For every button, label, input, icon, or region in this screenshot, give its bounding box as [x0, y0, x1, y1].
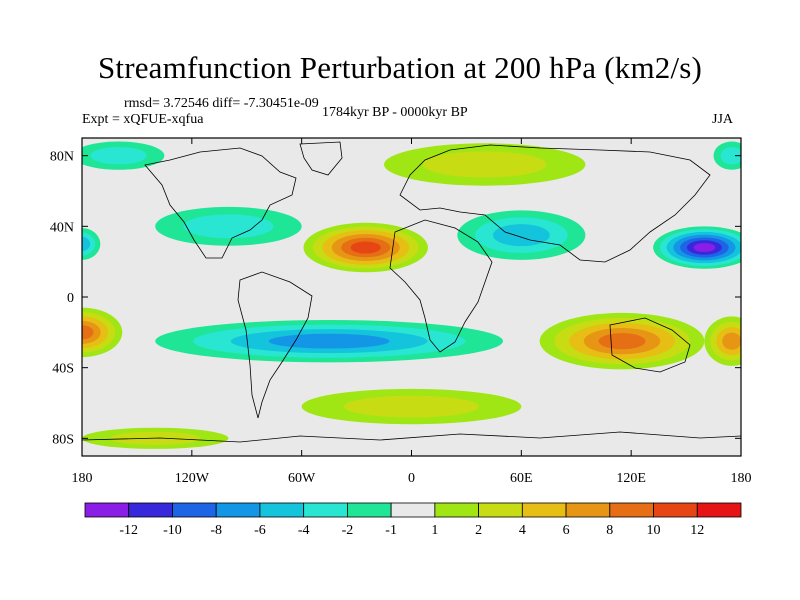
y-axis: 80N 40N 0 40S 80S: [50, 150, 741, 447]
field-feature-0: [303, 222, 428, 273]
colorbar-label: -1: [385, 523, 397, 538]
colorbar-label: -10: [163, 523, 182, 538]
field-band: [693, 243, 716, 252]
field-feature-6: [457, 210, 586, 260]
field-band: [350, 241, 381, 254]
y-tick-label: 80N: [50, 150, 74, 165]
colorbar-box: [215, 502, 261, 518]
y-tick-label: 80S: [52, 432, 74, 447]
colorbar-box: [303, 502, 348, 518]
colorbar-label: 6: [563, 523, 570, 538]
colorbar-label: -12: [119, 523, 138, 538]
y-tick-label: 0: [67, 291, 74, 306]
colorbar-label: -8: [210, 523, 222, 538]
field-feature-2: [539, 312, 705, 370]
field-band: [183, 214, 274, 239]
field-feature-3: [82, 307, 123, 358]
y-tick-label: 40N: [50, 220, 74, 235]
coast-antarctica: [82, 431, 741, 443]
colorbar-box: [128, 502, 173, 518]
field-band: [720, 146, 741, 165]
field-band: [268, 333, 390, 349]
colorbar-label: 10: [647, 523, 661, 538]
x-tick-label: 60E: [510, 471, 533, 486]
field-feature-11: [301, 388, 522, 425]
field-feature-7: [384, 143, 586, 186]
colorbar-label: 4: [519, 523, 526, 538]
x-tick-label: 180: [731, 471, 752, 486]
field-feature-4: [704, 316, 741, 366]
x-tick-label: 120E: [616, 471, 646, 486]
x-tick-label: 120W: [175, 471, 210, 486]
field-feature-1: [653, 226, 741, 269]
colorbar-box: [696, 502, 742, 518]
colorbar-box: [653, 502, 698, 518]
coastline-layer: [82, 141, 741, 443]
field-band: [492, 224, 550, 247]
x-tick-label: 60W: [288, 471, 316, 486]
coast-greenland: [299, 141, 343, 176]
colorbar-box: [390, 502, 436, 518]
colorbar-box: [478, 502, 523, 518]
colorbar-box: [172, 502, 217, 518]
field-feature-10: [82, 141, 165, 170]
coast-africa: [389, 219, 493, 353]
colorbar-box: [609, 502, 654, 518]
x-tick-label: 0: [408, 471, 415, 486]
field-band: [422, 151, 547, 178]
colorbar-box: [346, 502, 392, 518]
experiment-label: Expt = xQFUE-xqfua: [82, 112, 204, 127]
field-layer: [82, 141, 741, 449]
x-axis: 180 120W 60W 0 60E 120E 180: [72, 138, 752, 486]
colorbar: -12 -10 -8 -6 -4 -2 -1 1 2 4 6 8 10 12: [84, 502, 742, 538]
x-tick-label: 180: [72, 471, 93, 486]
colorbar-label: 1: [431, 523, 438, 538]
field-band: [90, 146, 147, 165]
colorbar-label: -4: [298, 523, 310, 538]
season-label: JJA: [712, 112, 734, 127]
coast-north-america: [144, 147, 297, 259]
coast-south-america: [237, 271, 313, 419]
chart-title: Streamfunction Perturbation at 200 hPa (…: [97, 50, 703, 85]
field-feature-13: [713, 141, 741, 170]
colorbar-label: 2: [475, 523, 482, 538]
y-tick-label: 40S: [52, 362, 74, 377]
field-band: [722, 332, 741, 350]
coast-australia: [609, 317, 691, 373]
coast-eurasia: [399, 144, 711, 263]
field-feature-8: [155, 206, 302, 246]
colorbar-label: 12: [690, 523, 704, 538]
period-label: 1784kyr BP - 0000kyr BP: [322, 105, 468, 120]
field-feature-5: [155, 319, 504, 363]
colorbar-label: 8: [606, 523, 613, 538]
field-band: [343, 395, 480, 418]
field-band: [82, 236, 91, 252]
field-band: [598, 333, 646, 350]
colorbar-box: [521, 502, 567, 518]
field-band: [82, 325, 94, 340]
colorbar-box: [434, 502, 480, 518]
colorbar-label: -6: [254, 523, 266, 538]
colorbar-label: -2: [342, 523, 354, 538]
colorbar-box: [259, 502, 305, 518]
colorbar-box: [565, 502, 611, 518]
rmsd-diff-stats: rmsd= 3.72546 diff= -7.30451e-09: [124, 96, 319, 111]
colorbar-box: [84, 502, 130, 518]
field-feature-9: [82, 228, 101, 260]
